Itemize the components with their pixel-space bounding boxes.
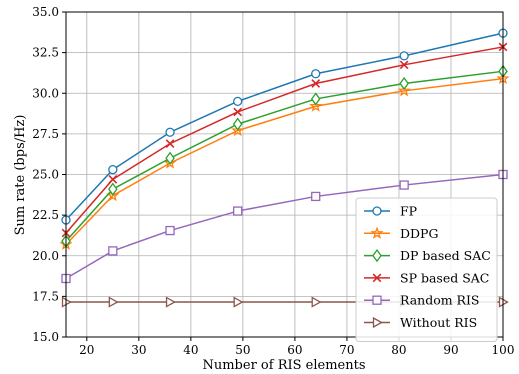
series-line — [66, 33, 503, 220]
legend-marker — [373, 296, 381, 304]
legend-marker — [373, 207, 381, 215]
y-tick-label: 22.5 — [32, 208, 59, 222]
data-point — [109, 298, 117, 307]
legend-label: FP — [400, 204, 417, 219]
x-tick-label: 60 — [287, 343, 302, 357]
data-point — [234, 207, 242, 215]
data-point — [109, 176, 117, 184]
x-tick-label: 50 — [235, 343, 250, 357]
legend-label: Without RIS — [400, 315, 477, 330]
y-tick-label: 15.0 — [32, 330, 59, 344]
y-tick-label: 17.5 — [32, 289, 59, 303]
data-point — [400, 78, 408, 89]
data-point — [312, 298, 320, 307]
y-tick-label: 30.0 — [32, 86, 59, 100]
data-point — [166, 140, 174, 148]
x-tick-label: 80 — [391, 343, 406, 357]
x-axis-label: Number of RIS elements — [202, 358, 365, 373]
y-tick-label: 35.0 — [32, 5, 59, 19]
x-tick-label: 100 — [492, 343, 515, 357]
legend-label: DP based SAC — [400, 248, 491, 263]
data-point — [234, 298, 242, 307]
data-point — [166, 227, 174, 235]
x-tick-label: 20 — [79, 343, 94, 357]
data-point — [167, 298, 175, 307]
data-point — [234, 119, 242, 130]
data-point — [109, 247, 117, 255]
y-axis-label: Sum rate (bps/Hz) — [13, 115, 28, 236]
data-point — [400, 52, 408, 60]
y-tick-label: 20.0 — [32, 249, 59, 263]
legend-label: DDPG — [400, 226, 438, 241]
y-tick-label: 27.5 — [32, 127, 59, 141]
x-tick-label: 90 — [443, 343, 458, 357]
legend-label: Random RIS — [400, 293, 479, 308]
x-tick-label: 40 — [183, 343, 198, 357]
data-point — [400, 181, 408, 189]
y-tick-label: 32.5 — [32, 46, 59, 60]
data-point — [312, 192, 320, 200]
data-point — [312, 93, 320, 104]
x-tick-label: 70 — [339, 343, 354, 357]
data-point — [312, 70, 320, 78]
y-tick-label: 25.0 — [32, 168, 59, 182]
data-point — [166, 128, 174, 136]
legend-label: SP based SAC — [400, 270, 489, 285]
data-point — [234, 108, 242, 116]
legend: FP DDPG DP based SAC SP based SAC Random RIS… — [356, 198, 497, 342]
data-point — [234, 97, 242, 105]
x-tick-label: 30 — [131, 343, 146, 357]
data-point — [109, 166, 117, 174]
